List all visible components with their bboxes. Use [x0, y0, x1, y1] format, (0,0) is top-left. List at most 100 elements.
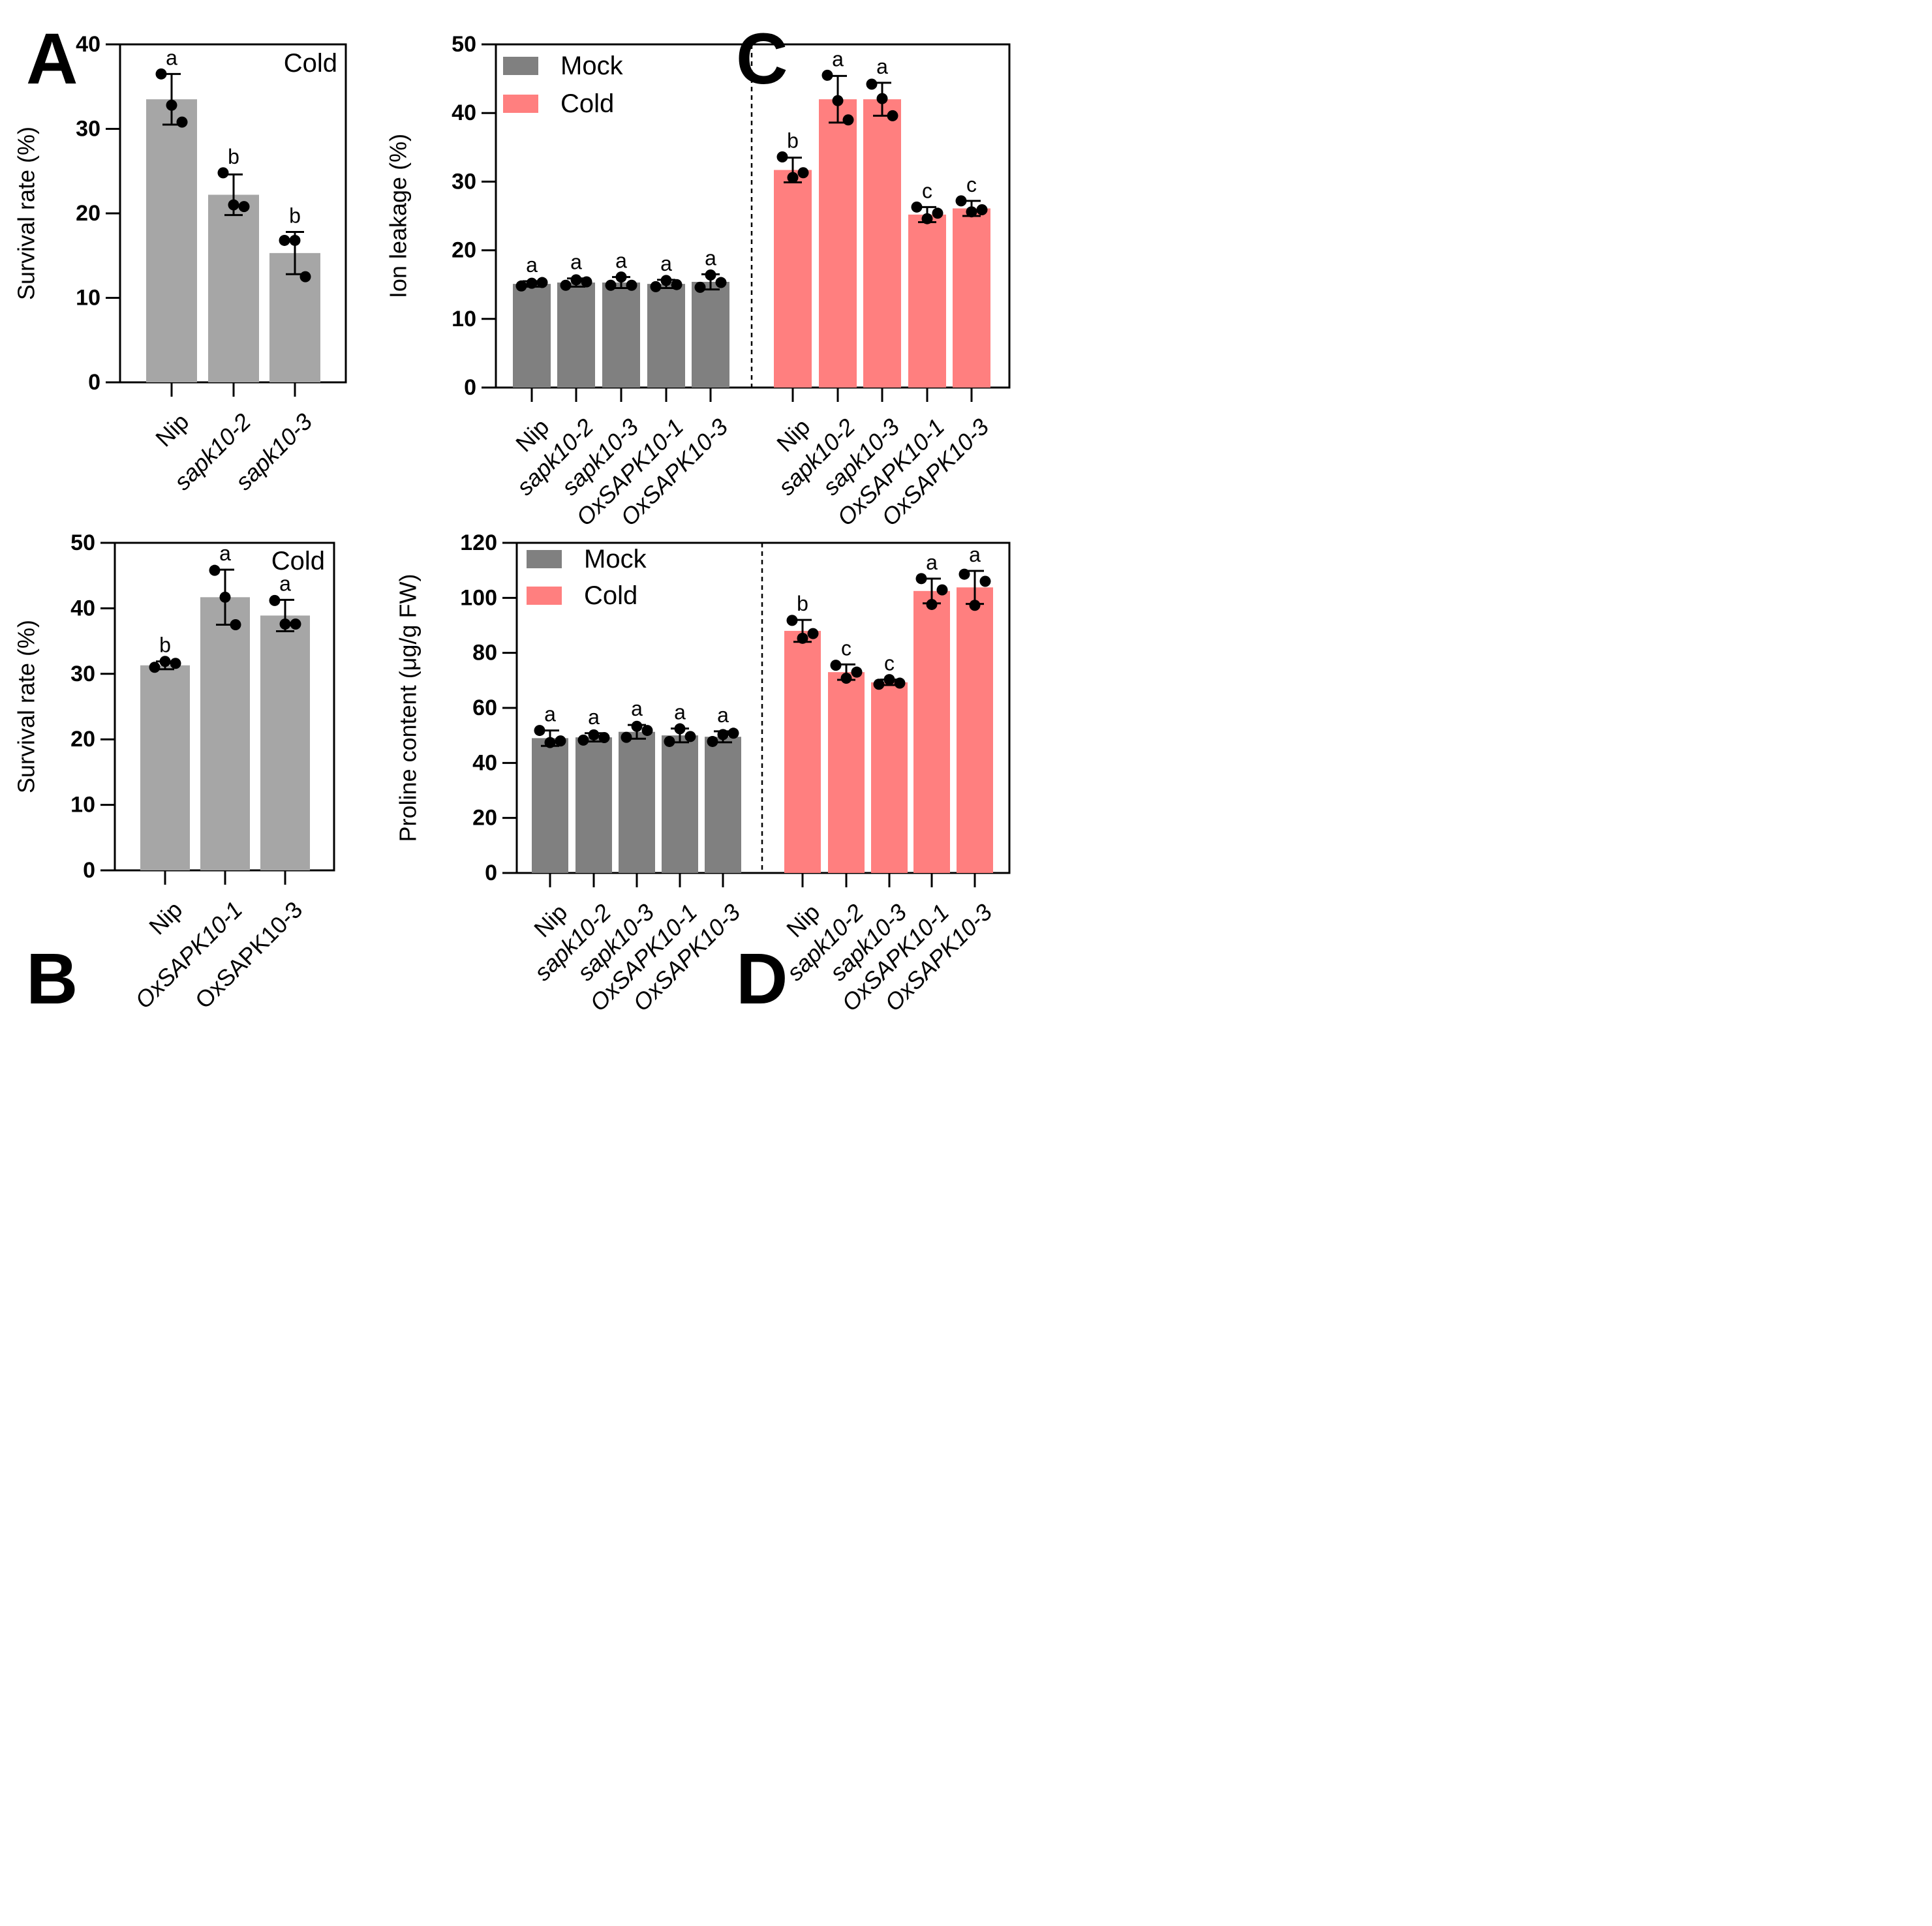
panel-b-x-tick-label: Nip — [144, 896, 187, 940]
panel-c-y-tick-label: 30 — [452, 169, 476, 194]
panel-b-data-point — [159, 656, 171, 667]
panel-d-data-point — [631, 720, 643, 732]
panel-c-data-point — [605, 279, 617, 291]
panel-d-data-point — [544, 737, 556, 748]
panel-c-bar — [513, 284, 551, 388]
panel-b-data-point — [209, 564, 221, 576]
panel-c-bar — [819, 99, 857, 388]
panel-d-data-point — [786, 615, 798, 626]
panel-d-data-point — [840, 672, 852, 684]
panel-d-data-point — [577, 734, 589, 746]
panel-b-data-point — [269, 594, 281, 606]
panel-c-data-point — [705, 269, 716, 281]
panel-d-bar — [784, 630, 821, 873]
panel-c-bar — [557, 283, 595, 388]
panel-d-data-point — [555, 735, 566, 747]
panel-a-significance-letter: b — [228, 145, 239, 168]
panel-d-significance-letter: c — [884, 652, 895, 675]
panel-c-y-axis-label: Ion leakage (%) — [385, 134, 412, 298]
panel-b-y-tick-label: 50 — [70, 530, 95, 555]
panel-d-significance-letter: a — [717, 703, 729, 727]
panel-a-data-point — [228, 199, 239, 211]
panel-a-bar — [146, 99, 197, 383]
panel-a-y-tick-label: 30 — [76, 117, 100, 142]
panel-c-legend-label: Mock — [560, 52, 624, 80]
panel-c-data-point — [560, 279, 572, 291]
panel-d-data-point — [641, 725, 653, 737]
panel-b-label: B — [26, 939, 78, 1019]
panel-d-data-point — [969, 600, 981, 611]
panel-d-bar — [705, 737, 741, 873]
panel-b-data-point — [290, 618, 301, 630]
panel-d-data-point — [926, 598, 938, 610]
panel-d-data-point — [958, 568, 970, 580]
panel-c-bar — [863, 99, 901, 388]
panel-d: D 0 20 40 60 80 100 120 Proline content (μg/g F… — [395, 530, 1011, 1019]
panel-d-y-tick-label: 0 — [485, 861, 497, 885]
panel-c-legend-swatch — [503, 95, 538, 113]
panel-d-legend-label: Mock — [584, 545, 647, 573]
panel-c-significance-letter: b — [787, 129, 799, 153]
panel-c-data-point — [626, 279, 637, 291]
panel-d-bar — [619, 731, 655, 873]
panel-b-y-tick-label: 10 — [70, 793, 95, 818]
panel-d-data-point — [873, 679, 885, 690]
panel-b-data-point — [230, 619, 241, 630]
panel-d-data-point — [936, 584, 948, 596]
panel-d-bar — [828, 672, 865, 873]
panel-d-y-tick-label: 40 — [472, 750, 497, 775]
panel-d-significance-letter: a — [674, 701, 686, 724]
panel-d-significance-letter: a — [969, 543, 981, 566]
panel-d-y-tick-label: 20 — [472, 806, 497, 831]
panel-d-legend-swatch — [527, 550, 562, 568]
panel-c-data-point — [536, 277, 548, 288]
panel-d-bar — [532, 738, 568, 873]
panel-c-legend-label: Cold — [560, 89, 614, 118]
panel-a-y-tick-label: 20 — [76, 201, 100, 226]
panel-a-data-point — [166, 99, 177, 111]
panel-a-label: A — [26, 19, 78, 99]
panel-d-y-tick-label: 120 — [460, 530, 497, 555]
panel-c-bar — [692, 281, 729, 388]
panel-c-data-point — [976, 204, 988, 216]
panel-b-data-point — [170, 658, 181, 669]
panel-c-significance-letter: a — [570, 251, 582, 274]
panel-b-y-tick-label: 30 — [70, 662, 95, 686]
panel-c-bar — [908, 214, 946, 388]
panel-c-significance-letter: a — [615, 249, 627, 273]
panel-c-data-point — [776, 151, 788, 163]
panel-d-bar — [662, 735, 698, 873]
panel-c-significance-letter: a — [876, 55, 888, 78]
panel-c-data-point — [921, 213, 933, 224]
panel-c-data-point — [887, 110, 898, 121]
panel-d-data-point — [830, 660, 842, 671]
panel-b-data-point — [279, 618, 291, 630]
panel-b-y-tick-label: 20 — [70, 727, 95, 752]
panel-d-significance-letter: a — [544, 703, 556, 726]
panel-c-bar — [602, 283, 640, 388]
panel-c-significance-letter: a — [660, 252, 672, 275]
panel-c-data-point — [911, 201, 923, 213]
panel-c-significance-letter: a — [705, 246, 716, 269]
panel-c-plot-frame — [495, 43, 1011, 389]
panel-c-data-point — [821, 69, 833, 81]
panel-d-significance-letter: a — [926, 551, 938, 574]
panel-c-significance-letter: a — [526, 253, 538, 277]
panel-a-y-axis-label: Survival rate (%) — [13, 127, 40, 300]
panel-d-bar — [871, 682, 908, 873]
panel-c-y-tick-label: 40 — [452, 100, 476, 125]
panel-a-significance-letter: a — [166, 46, 177, 69]
panel-d-y-axis-label: Proline content (μg/g FW) — [395, 574, 422, 842]
panel-d-data-point — [915, 573, 927, 585]
panel-c-data-point — [660, 275, 672, 286]
panel-d-data-point — [717, 729, 729, 741]
panel-a-data-point — [155, 68, 167, 80]
panel-b-y-tick-label: 0 — [83, 858, 95, 883]
panel-b-data-point — [219, 591, 231, 603]
panel-b-y-axis-label: Survival rate (%) — [13, 620, 40, 793]
panel-d-significance-letter: a — [631, 697, 643, 720]
panel-a-y-tick-label: 40 — [76, 32, 100, 57]
